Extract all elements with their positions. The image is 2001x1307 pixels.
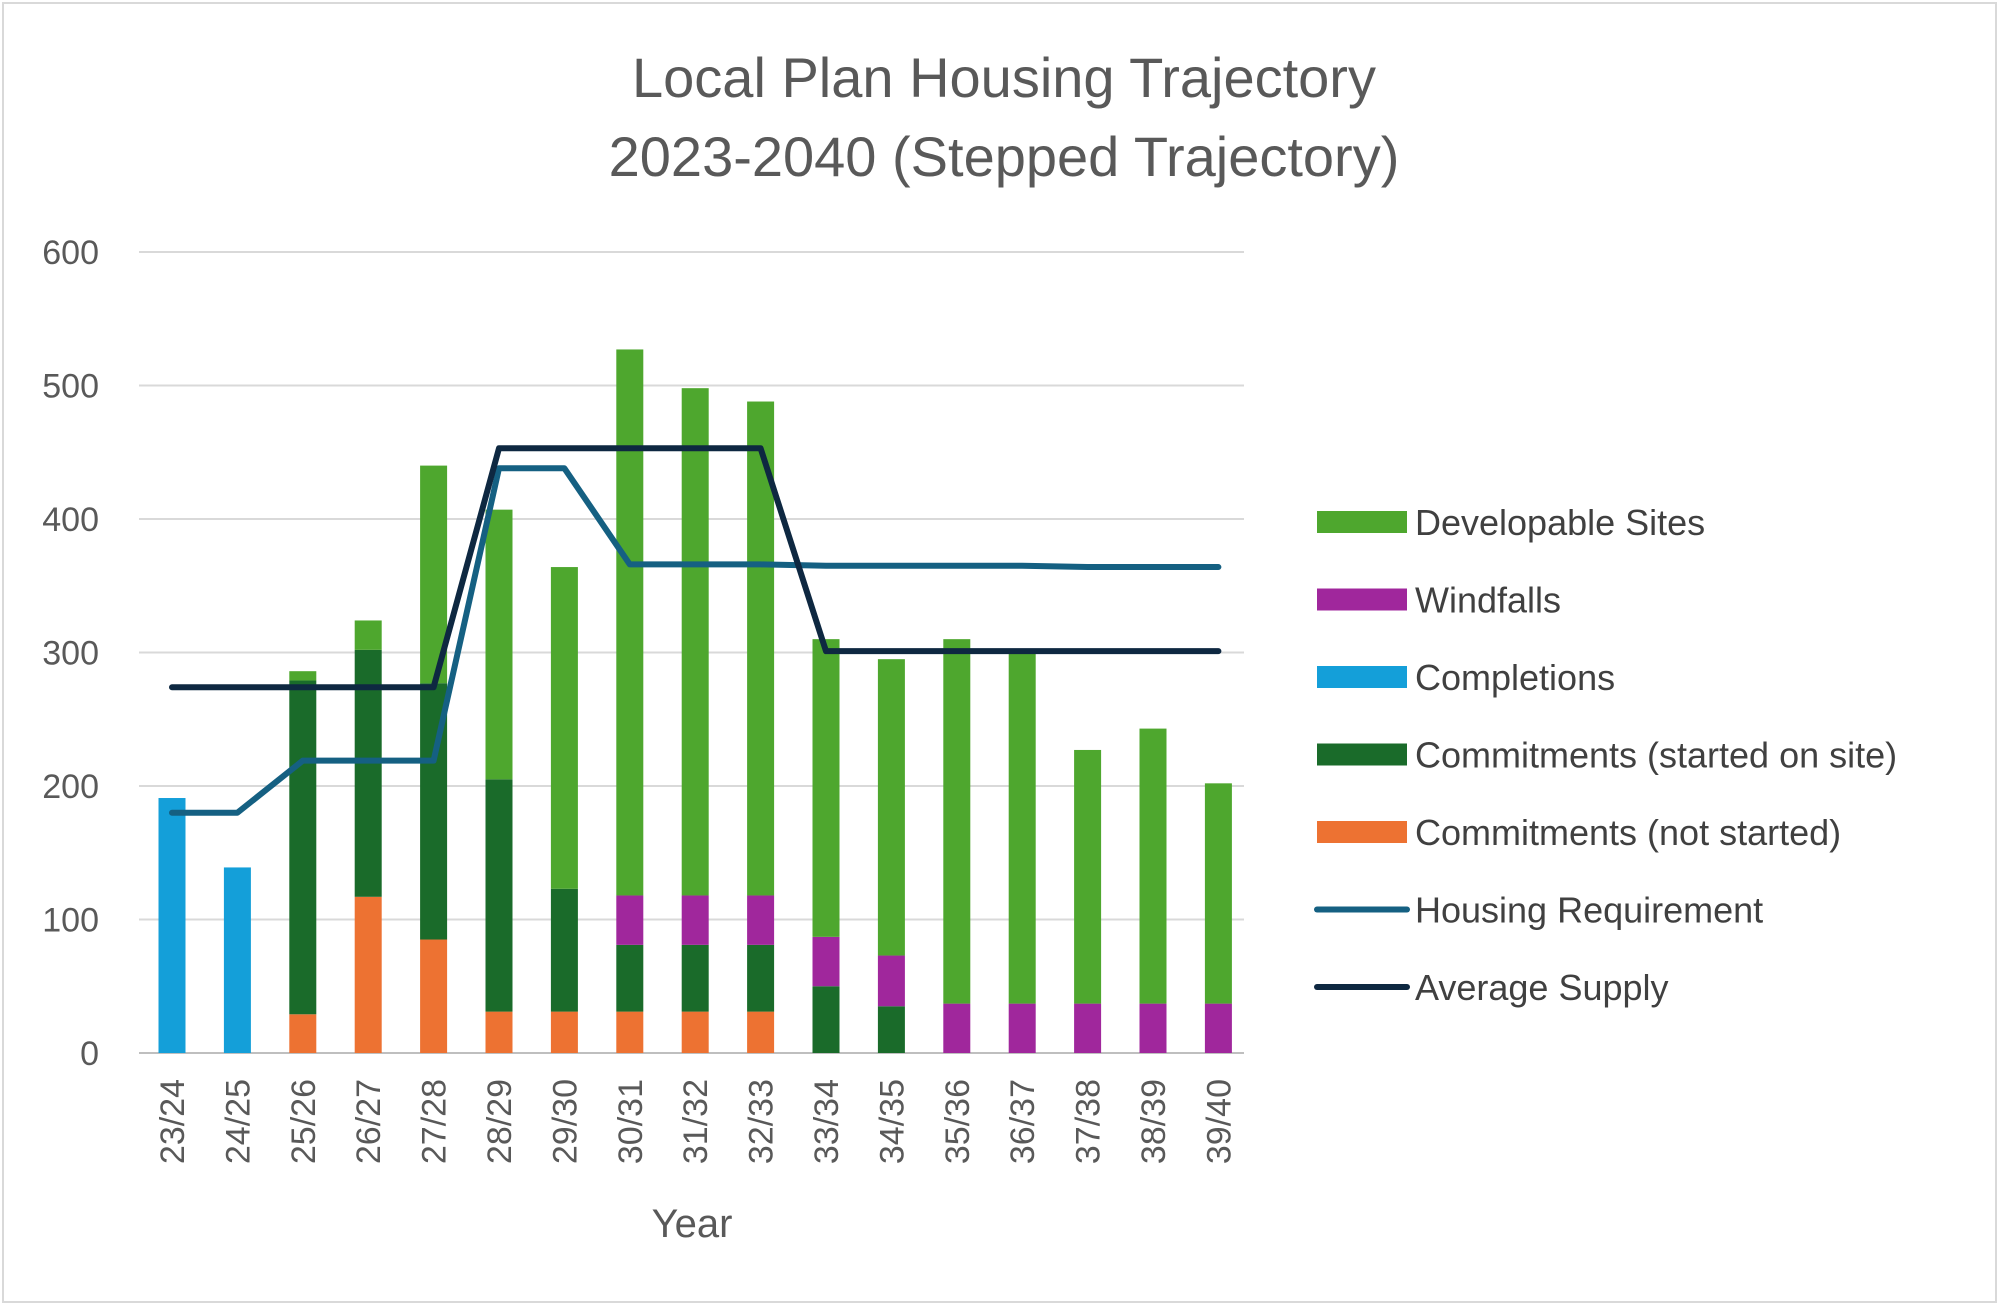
x-tick-label: 24/25 (219, 1079, 257, 1164)
bar-windfalls-33-34 (812, 936, 840, 987)
legend-label-completions: Completions (1415, 657, 1615, 698)
bar-commitments-started-on-site-28-29 (485, 779, 513, 1012)
bar-commitments-started-on-site-25-26 (289, 680, 317, 1015)
x-tick-label: 37/38 (1070, 1079, 1108, 1164)
bar-developable-sites-33-34 (812, 639, 840, 937)
legend-label-commitments-started-on-site: Commitments (started on site) (1415, 735, 1897, 776)
x-tick-label: 32/33 (743, 1079, 781, 1164)
y-tick-label: 200 (42, 768, 99, 806)
legend: Developable Sites Windfalls Completions Com… (1314, 502, 1897, 1008)
x-tick-label: 31/32 (677, 1079, 715, 1164)
bar-developable-sites-39-40 (1204, 783, 1232, 1004)
x-tick-label: 38/39 (1135, 1079, 1173, 1164)
bar-developable-sites-31-32 (681, 388, 709, 896)
bar-windfalls-38-39 (1139, 1003, 1167, 1053)
bar-commitments-not-started-30-31 (616, 1011, 644, 1053)
bar-windfalls-31-32 (681, 895, 709, 945)
bar-developable-sites-34-35 (877, 659, 905, 956)
x-tick-label: 39/40 (1200, 1079, 1238, 1164)
bar-developable-sites-25-26 (289, 671, 317, 681)
bars (158, 349, 1232, 1053)
bar-commitments-started-on-site-30-31 (616, 944, 644, 1012)
bar-developable-sites-29-30 (550, 567, 578, 889)
x-tick-label: 27/28 (416, 1079, 454, 1164)
bar-completions-24-25 (223, 867, 251, 1053)
bar-commitments-started-on-site-34-35 (877, 1006, 905, 1053)
bar-commitments-started-on-site-31-32 (681, 944, 709, 1012)
chart-title: Local Plan Housing Trajectory (632, 46, 1376, 109)
line-average-supply (169, 445, 1222, 691)
bar-commitments-started-on-site-32-33 (747, 944, 775, 1012)
legend-label-housing-requirement: Housing Requirement (1415, 890, 1763, 931)
y-tick-label: 600 (42, 234, 99, 272)
x-tick-label: 33/34 (808, 1079, 846, 1164)
bar-developable-sites-26-27 (354, 620, 382, 650)
x-tick-label: 23/24 (154, 1079, 192, 1164)
bar-developable-sites-28-29 (485, 509, 513, 780)
bar-commitments-not-started-25-26 (289, 1014, 317, 1053)
bar-developable-sites-36-37 (1008, 652, 1036, 1004)
y-tick-label: 100 (42, 902, 99, 940)
legend-swatch-developable-sites (1317, 511, 1407, 533)
x-tick-label: 28/29 (481, 1079, 519, 1164)
legend-label-developable-sites: Developable Sites (1415, 502, 1705, 543)
legend-label-commitments-not-started: Commitments (not started) (1415, 812, 1841, 853)
legend-swatch-windfalls (1317, 588, 1407, 611)
bar-commitments-started-on-site-29-30 (550, 888, 578, 1012)
legend-swatch-commitments-started-on-site (1317, 743, 1407, 766)
x-axis-title: Year (652, 1202, 733, 1246)
bar-commitments-not-started-28-29 (485, 1011, 513, 1053)
bar-commitments-not-started-29-30 (550, 1011, 578, 1053)
x-tick-label: 26/27 (350, 1079, 388, 1164)
bar-commitments-not-started-26-27 (354, 896, 382, 1053)
legend-label-windfalls: Windfalls (1415, 580, 1561, 621)
bar-developable-sites-37-38 (1074, 749, 1102, 1004)
bar-commitments-not-started-27-28 (420, 939, 448, 1053)
x-tick-label: 30/31 (612, 1079, 650, 1164)
y-tick-label: 0 (80, 1035, 99, 1073)
y-tick-label: 300 (42, 635, 99, 673)
trend-lines (169, 445, 1222, 816)
bar-commitments-not-started-31-32 (681, 1011, 709, 1053)
bar-commitments-started-on-site-33-34 (812, 986, 840, 1053)
bar-commitments-not-started-32-33 (747, 1011, 775, 1053)
x-tick-label: 25/26 (285, 1079, 323, 1164)
x-tick-label: 34/35 (873, 1079, 911, 1164)
y-axis-ticks: 0 100 200 300 400 500 600 (42, 234, 99, 1073)
bar-developable-sites-38-39 (1139, 728, 1167, 1004)
line-housing-requirement (169, 465, 1222, 816)
y-tick-label: 400 (42, 501, 99, 539)
bar-completions-23-24 (158, 798, 186, 1053)
bar-commitments-started-on-site-26-27 (354, 649, 382, 897)
bar-windfalls-34-35 (877, 955, 905, 1007)
legend-swatch-commitments-not-started (1317, 821, 1407, 843)
housing-trajectory-chart: Local Plan Housing Trajectory 2023-2040 … (42, 46, 1897, 1246)
bar-windfalls-32-33 (747, 895, 775, 945)
chart-subtitle: 2023-2040 (Stepped Trajectory) (609, 125, 1400, 188)
x-axis: 23/24 24/25 25/26 26/27 27/28 28/29 29/30 30/31… (154, 1079, 1238, 1164)
bar-windfalls-36-37 (1008, 1003, 1036, 1053)
legend-swatch-completions (1317, 666, 1407, 688)
bar-windfalls-37-38 (1074, 1003, 1102, 1053)
legend-label-average-supply: Average Supply (1415, 967, 1669, 1008)
x-tick-label: 36/37 (1004, 1079, 1042, 1164)
y-tick-label: 500 (42, 368, 99, 406)
bar-developable-sites-35-36 (943, 639, 971, 1004)
bar-windfalls-39-40 (1204, 1003, 1232, 1053)
x-tick-label: 29/30 (546, 1079, 584, 1164)
x-tick-label: 35/36 (939, 1079, 977, 1164)
bar-developable-sites-30-31 (616, 349, 644, 896)
bar-windfalls-30-31 (616, 895, 644, 945)
bar-windfalls-35-36 (943, 1003, 971, 1053)
